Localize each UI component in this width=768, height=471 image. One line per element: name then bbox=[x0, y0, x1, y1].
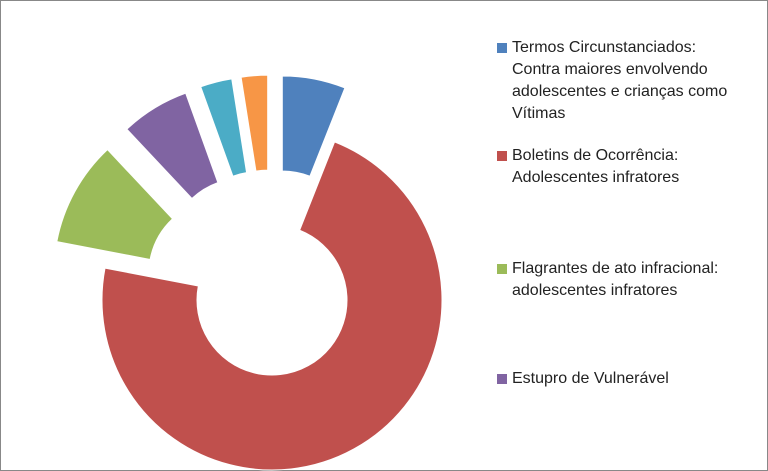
legend-item: Estupro de Vulnerável bbox=[497, 368, 747, 390]
legend-label: Estupro de Vulnerável bbox=[512, 370, 669, 387]
donut-slice bbox=[101, 141, 443, 471]
legend-label: Boletins de Ocorrência: Adolescentes inf… bbox=[512, 147, 680, 186]
donut-slice bbox=[56, 148, 174, 261]
legend-swatch bbox=[497, 151, 507, 161]
legend-label: Termos Circunstanciados: Contra maiores … bbox=[512, 39, 728, 122]
legend-item: Flagrantes de ato infracional: adolescen… bbox=[497, 258, 747, 302]
legend-swatch bbox=[497, 43, 507, 53]
legend-label: Flagrantes de ato infracional: adolescen… bbox=[512, 260, 719, 299]
donut-slice bbox=[240, 74, 269, 172]
legend-item: Termos Circunstanciados: Contra maiores … bbox=[497, 37, 747, 125]
donut-slice bbox=[200, 78, 248, 177]
donut-slice bbox=[281, 75, 346, 177]
legend-swatch bbox=[497, 264, 507, 274]
donut-slice bbox=[126, 92, 219, 200]
legend-swatch bbox=[497, 374, 507, 384]
legend-item: Boletins de Ocorrência: Adolescentes inf… bbox=[497, 145, 747, 189]
